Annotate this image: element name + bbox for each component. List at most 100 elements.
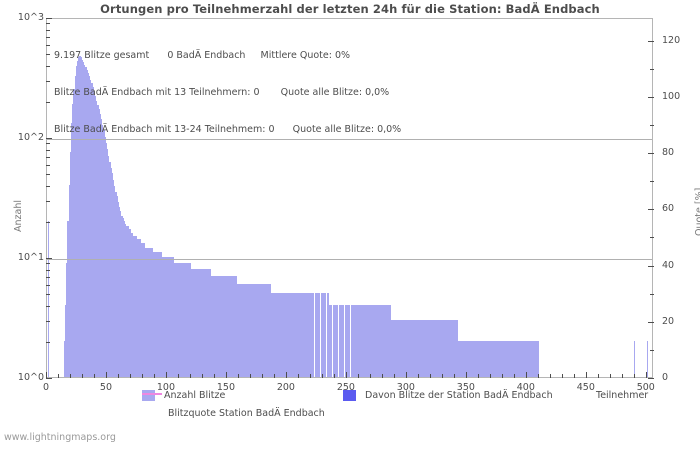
bar [321, 293, 323, 377]
bar [452, 319, 454, 377]
bar [190, 268, 193, 377]
y-tick-minor-left [46, 65, 50, 67]
x-tick-minor [369, 374, 371, 378]
x-tick-minor [57, 374, 59, 378]
bar [186, 262, 188, 377]
bar [373, 304, 375, 377]
bar [174, 262, 176, 377]
bar [308, 293, 310, 377]
bar [234, 275, 236, 377]
bar [312, 293, 314, 377]
bar [178, 262, 181, 377]
bar [409, 319, 411, 377]
x-tick-label: 500 [636, 382, 655, 393]
bar [489, 340, 491, 377]
bar [282, 293, 284, 377]
bar [364, 304, 367, 377]
plot-area [46, 18, 653, 378]
bar [150, 247, 152, 377]
bar [241, 283, 243, 377]
bar [505, 340, 507, 377]
annotation-line-1: 9.197 Blitze gesamt 0 BadÄ Endbach Mittl… [54, 50, 351, 62]
bar [252, 283, 254, 377]
bar [235, 275, 237, 377]
bar [180, 262, 182, 377]
bar [476, 340, 478, 377]
bar [526, 340, 529, 377]
bar [100, 119, 103, 377]
bar [502, 340, 505, 377]
bar [265, 283, 267, 377]
bar [138, 239, 140, 377]
bar [219, 275, 221, 377]
bar [387, 304, 389, 377]
bar [117, 201, 119, 377]
x-tick-minor [453, 374, 455, 378]
bar [106, 148, 109, 377]
bar [381, 304, 383, 377]
bar [91, 83, 93, 377]
bar [201, 268, 203, 377]
bar [410, 319, 412, 377]
y-tick-label-left: 10^1 [17, 252, 44, 263]
bar [133, 235, 135, 377]
x-tick-label: 150 [216, 382, 235, 393]
legend-line-blitzquote [142, 393, 162, 395]
bar [205, 268, 207, 377]
bar [520, 340, 523, 377]
bar [210, 268, 212, 377]
bar [384, 304, 386, 377]
bar [438, 319, 440, 377]
legend-label-station-blitze: Davon Blitze der Station BadÄ Endbach [365, 390, 553, 401]
x-tick-minor [273, 374, 275, 378]
bar [462, 340, 464, 377]
bar [274, 293, 277, 377]
bar [158, 252, 160, 377]
bar [434, 319, 436, 377]
y-tick-minor-left [46, 174, 50, 176]
x-tick-mark [465, 372, 467, 378]
x-tick-mark [165, 372, 167, 378]
x-tick-minor [309, 374, 311, 378]
bar [327, 293, 329, 377]
bar [496, 340, 499, 377]
y-tick-mark-left [46, 138, 52, 139]
bar [81, 59, 83, 377]
bar [128, 229, 130, 377]
bar [258, 283, 260, 377]
bar [338, 304, 340, 377]
x-tick-minor [129, 374, 131, 378]
bar [84, 64, 86, 377]
gridline [47, 259, 652, 260]
chart-title: Ortungen pro Teilnehmerzahl der letzten … [100, 2, 600, 16]
x-tick-minor [441, 374, 443, 378]
x-tick-minor [477, 374, 479, 378]
bar [436, 319, 439, 377]
y-tick-label-right: 120 [662, 34, 681, 46]
bar [165, 257, 167, 377]
bar [510, 340, 512, 377]
bar [216, 275, 218, 377]
x-tick-label: 100 [156, 382, 176, 393]
bar [189, 262, 191, 377]
bar [375, 304, 377, 377]
y-tick-minor-right [650, 124, 654, 126]
bar [367, 304, 369, 377]
bar [351, 304, 353, 377]
bar [326, 293, 328, 377]
bar [222, 275, 224, 377]
bar [214, 275, 217, 377]
bar [76, 60, 79, 377]
bar [153, 252, 155, 377]
bar [151, 247, 153, 377]
x-tick-label: 50 [99, 382, 113, 393]
bar [268, 283, 271, 377]
bar [342, 304, 344, 377]
bar [115, 191, 117, 377]
bar [415, 319, 417, 377]
bar [513, 340, 515, 377]
y-tick-minor-right [650, 293, 654, 295]
bar [530, 340, 532, 377]
bar [124, 223, 127, 377]
bar [422, 319, 424, 377]
